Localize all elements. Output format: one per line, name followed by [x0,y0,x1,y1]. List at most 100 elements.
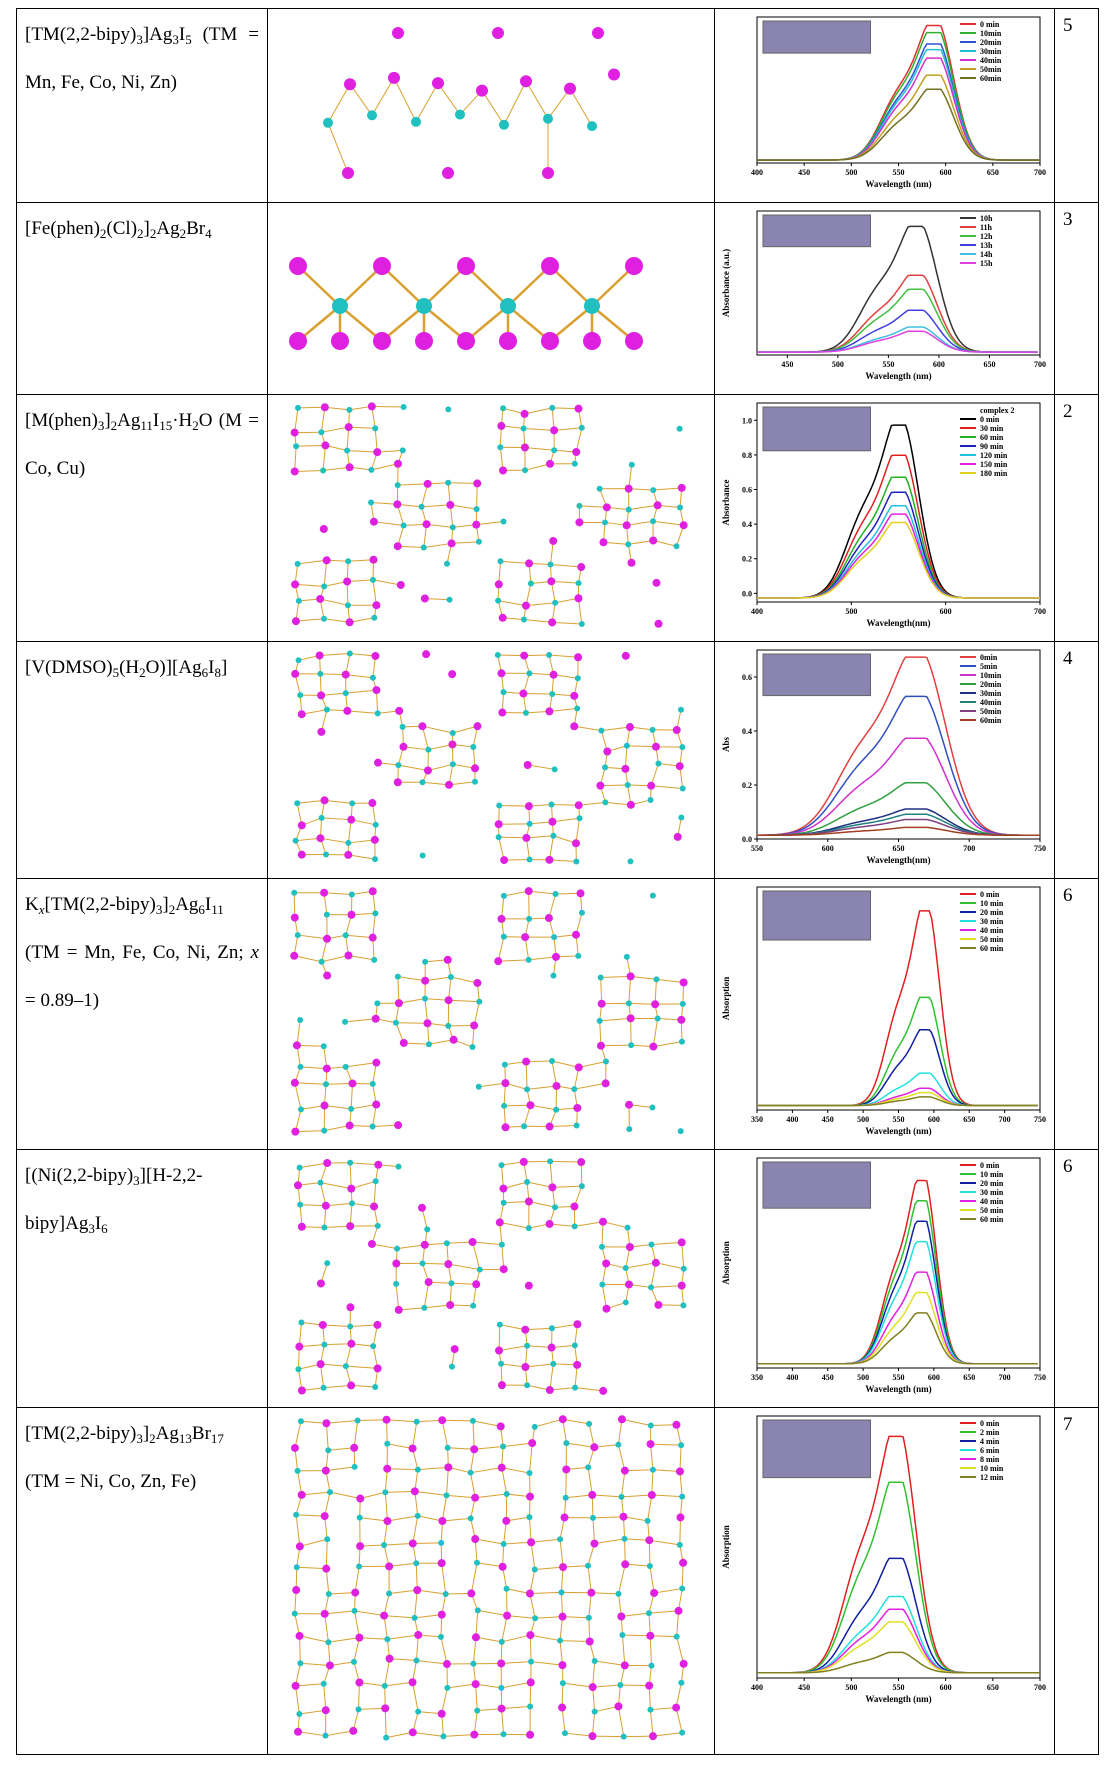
bond [422,726,452,733]
atom [548,561,554,567]
bond [296,1686,300,1714]
atom [558,1704,566,1712]
x-tick-label: 600 [928,1373,940,1382]
legend-label: 90 min [980,442,1004,451]
legend-label: 0 min [980,890,1000,899]
spectrum-cell: 350400450500550600650700750Wavelength (n… [715,879,1055,1150]
atom [541,257,559,275]
atom [346,1222,354,1230]
atom [651,1000,659,1008]
atom [423,1019,431,1027]
atom [471,1494,479,1502]
atom [444,561,450,567]
atom [655,761,661,767]
atom [349,892,355,898]
legend-label: 20 min [980,1179,1004,1188]
formula-text: [M(phen) [25,410,98,431]
bond [535,1617,562,1619]
spectrum-curve [757,492,1040,598]
atom [448,974,454,980]
atom [319,959,325,965]
bond [300,1163,328,1168]
atom [679,1039,685,1045]
atom [678,484,686,492]
atom [496,802,502,808]
bond [502,1468,507,1494]
x-axis-label: Wavelength (nm) [865,1384,931,1394]
structure-figure [268,1408,710,1749]
atom [561,1513,569,1521]
atom [546,460,554,468]
bond [618,1706,623,1736]
legend-label: 0 min [980,20,1000,29]
atom [572,1385,578,1391]
atom [348,911,356,919]
legend-label: 12h [980,232,993,241]
atom [521,444,529,452]
atom [550,426,558,434]
reference-cell: 6 [1055,879,1099,1150]
atom [625,1225,631,1231]
atom [557,1638,563,1644]
bond [574,726,601,730]
atom [599,1244,605,1250]
atom [449,1364,455,1370]
atom [586,1421,592,1427]
reference-cell: 4 [1055,642,1099,879]
y-axis-label: Absorbance (a.u.) [721,249,731,317]
bond [299,1710,325,1714]
x-tick-label: 700 [999,1115,1011,1124]
atom [579,621,585,627]
bond [591,1593,618,1594]
atom [291,580,299,588]
bond [476,1610,478,1637]
atom [321,796,329,804]
atom [295,1468,301,1474]
reference: 6 [1055,879,1098,913]
atom [678,707,684,713]
atom [585,1464,591,1470]
atom [372,856,378,862]
bond [355,1611,360,1638]
atom [521,425,527,431]
bond [328,123,348,173]
atom [444,1260,452,1268]
atom [650,893,656,899]
x-tick-label: 650 [987,168,999,177]
x-tick-label: 400 [786,1373,798,1382]
x-tick-label: 700 [1034,607,1046,616]
atom [619,1632,625,1638]
atom [409,1728,417,1736]
atom [323,118,333,128]
atom [445,781,453,789]
atom [409,1444,417,1452]
atom [599,1218,607,1226]
atom [421,595,429,603]
bond [389,1563,416,1566]
atom [320,889,328,897]
formula-text: (H [119,657,139,678]
bond [593,1685,621,1687]
atom [573,858,579,864]
atom [370,675,376,681]
x-tick-label: 650 [983,360,995,369]
atom [678,1128,684,1134]
atom [413,1586,421,1594]
atom [525,1197,533,1205]
bond [594,1539,624,1544]
atom [401,404,407,410]
bond [649,1540,679,1545]
atom [298,851,306,859]
atom [422,959,428,965]
atom [472,1280,480,1288]
atom [415,1709,421,1715]
atom [401,523,407,529]
formula-text: K [25,894,39,915]
atom [587,1589,595,1597]
formula-text: ] [221,657,227,678]
bond [654,1589,682,1593]
atom [494,957,502,965]
bond [298,1732,325,1736]
legend-label: 10 min [980,1464,1004,1473]
atom [621,1661,629,1669]
